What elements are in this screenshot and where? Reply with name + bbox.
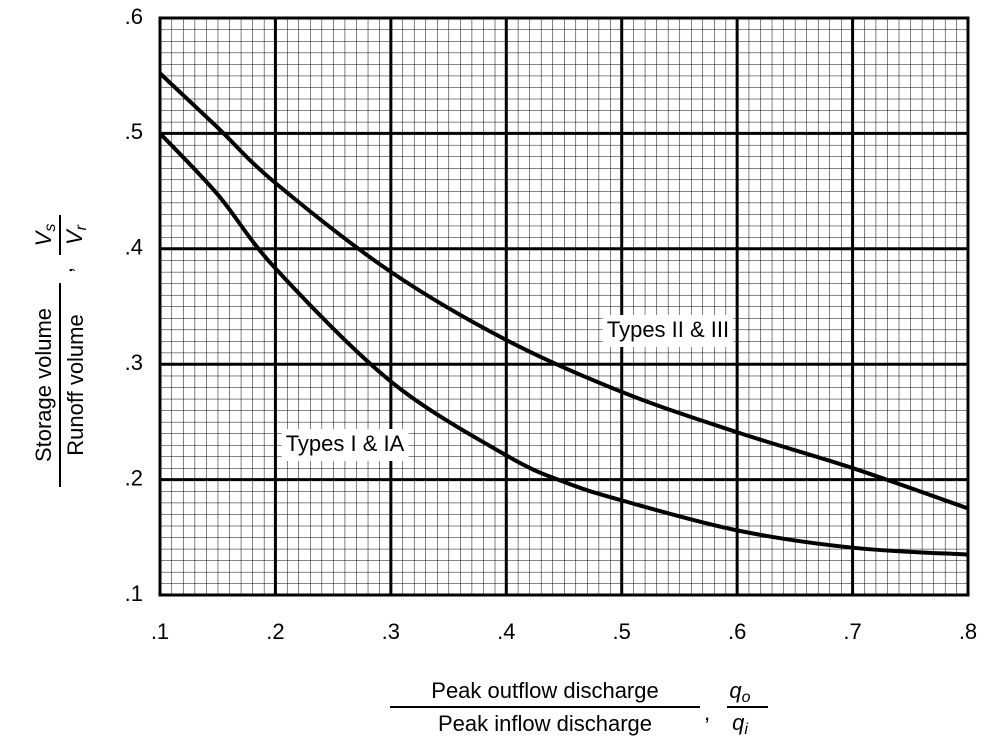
x-label-separator: , <box>704 700 710 725</box>
y-tick-label: .2 <box>125 465 143 490</box>
curve-label: Types II & III <box>607 317 729 342</box>
symbol: q <box>732 710 745 735</box>
subscript: o <box>742 689 751 706</box>
symbol: V <box>62 228 87 245</box>
x-label-numerator: Peak outflow discharge <box>431 678 658 703</box>
symbol: q <box>729 678 742 703</box>
x-tick-label: .3 <box>382 619 400 644</box>
y-symbol-denominator: Vr <box>62 224 90 245</box>
y-tick-label: .5 <box>125 119 143 144</box>
x-axis-label: Peak outflow discharge Peak inflow disch… <box>390 678 768 738</box>
x-tick-label: .8 <box>959 619 977 644</box>
minor-grid <box>160 18 968 595</box>
y-tick-label: .3 <box>125 350 143 375</box>
curve-label-bg <box>602 315 734 347</box>
subscript: i <box>744 721 748 738</box>
y-label-separator: , <box>52 267 77 273</box>
y-label-numerator: Storage volume <box>31 308 56 462</box>
x-tick-label: .1 <box>151 619 169 644</box>
y-tick-label: .1 <box>125 581 143 606</box>
curves <box>158 71 969 557</box>
curve <box>158 71 969 511</box>
x-tick-label: .4 <box>497 619 515 644</box>
x-tick-label: .5 <box>613 619 631 644</box>
y-tick-label: .4 <box>125 235 143 260</box>
x-tick-label: .2 <box>266 619 284 644</box>
curve-label: Types I & IA <box>286 431 405 456</box>
x-symbol-numerator: qo <box>729 678 750 706</box>
plot-frame <box>158 16 970 597</box>
curve-label-bg <box>281 429 409 461</box>
y-tick-label: .6 <box>125 4 143 29</box>
x-tick-label: .6 <box>728 619 746 644</box>
x-label-denominator: Peak inflow discharge <box>438 711 652 736</box>
x-tick-label: .7 <box>843 619 861 644</box>
subscript: s <box>42 224 59 232</box>
y-symbol-numerator: Vs <box>31 224 59 247</box>
tick-labels: .1 .2 .3 .4 .5 .6 .7 .8 .1 .2 .3 .4 .5 .6 <box>125 4 978 644</box>
y-axis-label: Storage volume Runoff volume , Vs Vr <box>31 215 90 487</box>
subscript: r <box>73 224 90 230</box>
x-symbol-denominator: qi <box>732 710 748 738</box>
curve <box>158 132 969 557</box>
symbol: V <box>31 229 56 246</box>
y-label-denominator: Runoff volume <box>63 314 88 455</box>
curve-labels: Types I & IA Types II & III <box>281 315 734 461</box>
